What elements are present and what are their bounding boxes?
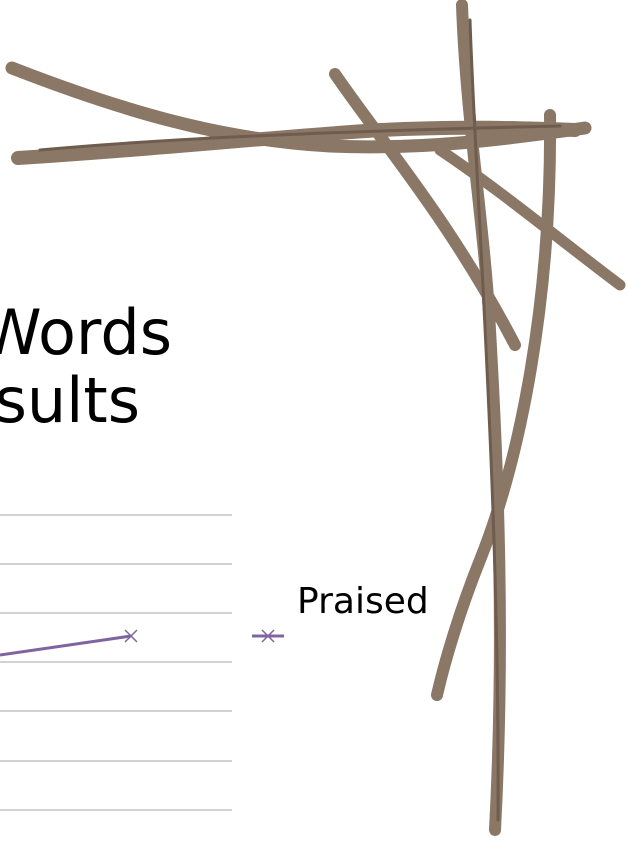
slide: Words sults Praised [0, 0, 629, 845]
legend: Praised [252, 581, 429, 642]
title-line: Words [0, 296, 172, 369]
chart-grid [0, 515, 232, 810]
title-line: sults [0, 364, 140, 437]
line-segment [0, 636, 131, 655]
series-line [0, 630, 137, 655]
legend-label: Praised [297, 581, 429, 622]
